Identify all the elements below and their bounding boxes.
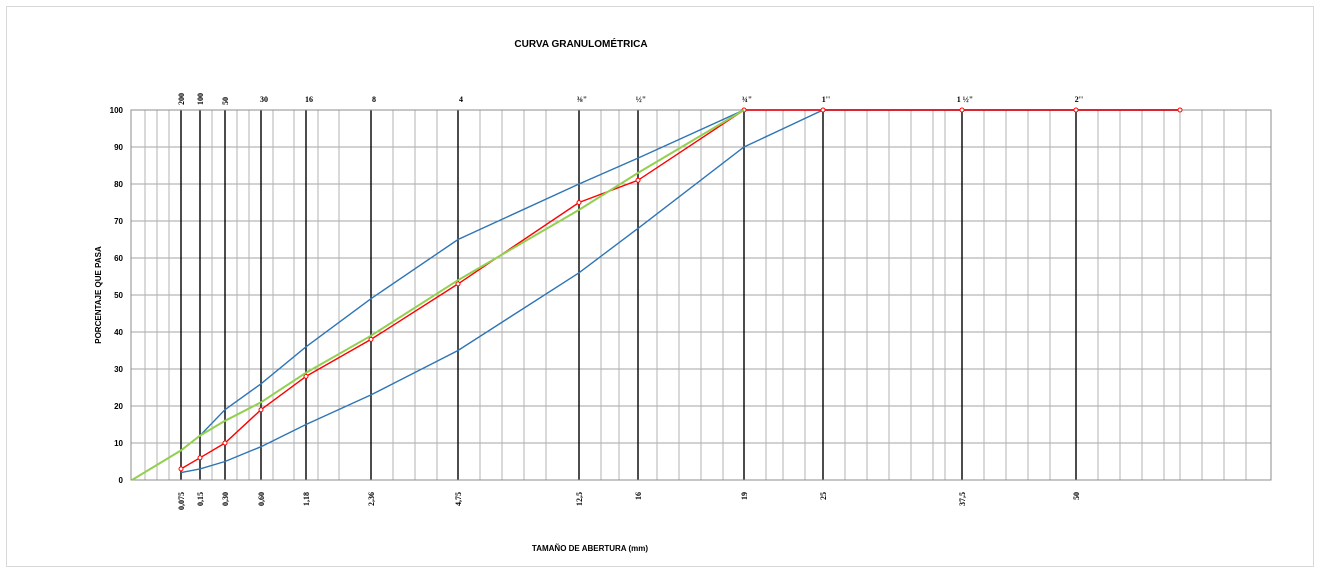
size-mm-label: 1,18 — [302, 492, 311, 506]
sample-point — [178, 466, 184, 472]
sieve-number-label: 50 — [221, 97, 230, 105]
lower-limit-line — [180, 109, 1180, 474]
data-series — [131, 107, 1183, 481]
size-mm-label: 19 — [740, 492, 749, 500]
y-tick-label: 70 — [114, 217, 123, 226]
sieve-number-label: ⅜" — [577, 95, 587, 104]
size-mm-label: 16 — [634, 492, 643, 500]
sample-line — [180, 109, 1180, 470]
sample-point — [1073, 107, 1079, 113]
upper-limit-line — [180, 109, 1180, 451]
size-mm-label: 12,5 — [575, 492, 584, 506]
size-mm-label: 0,60 — [257, 492, 266, 506]
y-tick-label: 50 — [114, 291, 123, 300]
sample-point — [576, 200, 582, 205]
sample-point — [959, 107, 965, 113]
sample-point — [1177, 107, 1183, 113]
fitted-line — [131, 109, 745, 481]
y-tick-label: 60 — [114, 254, 123, 263]
sample-point — [820, 107, 826, 113]
x-axis-label: TAMAÑO DE ABERTURA (mm) — [532, 544, 648, 553]
y-axis-tick-labels: 0 10 20 30 40 50 60 70 80 90 100 — [110, 106, 124, 485]
sieve-number-label: 2'' — [1075, 95, 1083, 104]
size-mm-labels: 0,075 0,15 0,30 0,60 1,18 2,36 4,75 12,5 16 19 25 3… — [177, 492, 1081, 510]
sieve-number-label: 100 — [196, 93, 205, 105]
y-tick-label: 90 — [114, 143, 123, 152]
sieve-number-label: 8 — [372, 95, 376, 104]
y-axis-label: PORCENTAJE QUE PASA — [94, 246, 103, 344]
size-mm-label: 0,30 — [221, 492, 230, 506]
sieve-number-label: ¾" — [742, 95, 752, 104]
size-mm-label: 25 — [819, 492, 828, 500]
sample-point — [197, 455, 203, 461]
size-mm-label: 4,75 — [454, 492, 463, 506]
grid — [131, 109, 1271, 481]
y-tick-label: 0 — [119, 476, 124, 485]
size-mm-label: 37,5 — [958, 492, 967, 506]
chart-title: CURVA GRANULOMÉTRICA — [514, 37, 647, 50]
size-mm-label: 50 — [1072, 492, 1081, 500]
y-tick-label: 10 — [114, 439, 123, 448]
sieve-number-label: 1 ½" — [957, 95, 973, 104]
granulometric-chart: CURVA GRANULOMÉTRICA 0 10 20 30 40 50 60 70 80 90… — [94, 37, 1272, 553]
sieve-number-label: 1'' — [822, 95, 830, 104]
y-tick-label: 80 — [114, 180, 123, 189]
sample-point — [258, 407, 264, 413]
sieve-number-label: 4 — [459, 95, 463, 104]
sample-point — [222, 440, 228, 446]
sieve-number-label: 16 — [305, 95, 313, 104]
sieve-number-label: 30 — [260, 95, 268, 104]
y-tick-label: 20 — [114, 402, 123, 411]
plot-area-border — [130, 109, 1272, 481]
size-mm-label: 0,075 — [177, 492, 186, 510]
y-tick-label: 40 — [114, 328, 123, 337]
y-tick-label: 30 — [114, 365, 123, 374]
sieve-number-label: 200 — [177, 93, 186, 105]
sample-point — [303, 373, 309, 379]
sieve-number-labels: 200 100 50 30 16 8 4 ⅜" ½" ¾" 1'' 1 ½" 2'' — [177, 93, 1083, 105]
chart-frame: CURVA GRANULOMÉTRICA 0 10 20 30 40 50 60 70 80 90… — [6, 6, 1314, 567]
sieve-number-label: ½" — [636, 95, 646, 104]
size-mm-label: 0,15 — [196, 492, 205, 506]
sieve-lines — [180, 110, 1077, 480]
sample-point — [368, 336, 374, 342]
sample-point — [635, 177, 641, 183]
size-mm-label: 2,36 — [367, 492, 376, 506]
y-tick-label: 100 — [110, 106, 124, 115]
sample-point — [455, 281, 461, 287]
